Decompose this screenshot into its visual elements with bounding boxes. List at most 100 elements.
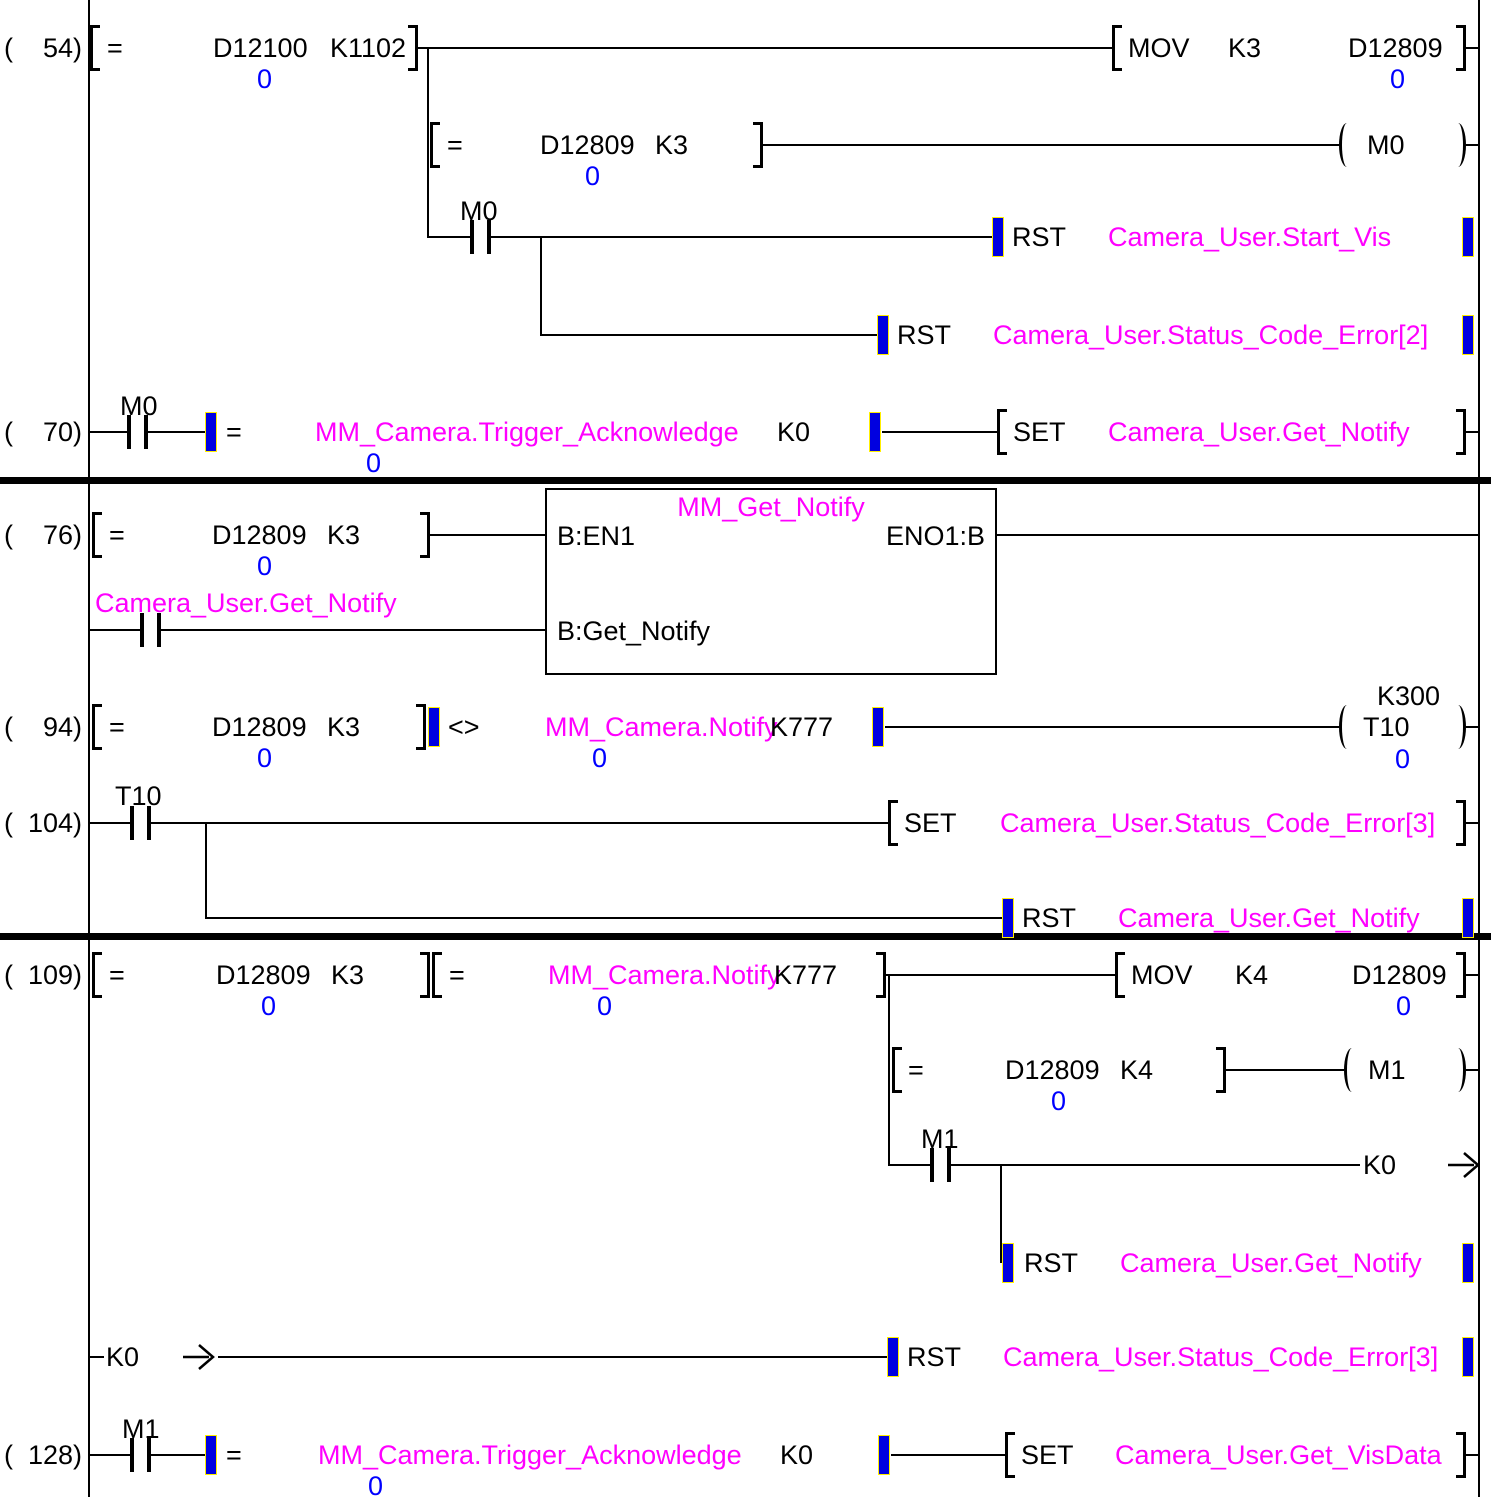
compare-op[interactable]: =: [226, 1440, 242, 1470]
mov-source[interactable]: K3: [1228, 33, 1262, 63]
compare-operand2[interactable]: K3: [327, 712, 361, 742]
contact-m1[interactable]: [930, 1148, 934, 1182]
rst-device[interactable]: Camera_User.Get_Notify: [1118, 903, 1420, 933]
rung-number-value: 76): [42, 520, 82, 550]
timer-preset: K300: [1377, 681, 1441, 711]
compare-operand1[interactable]: D12809: [216, 960, 311, 990]
compare-operand1[interactable]: D12809: [540, 130, 635, 160]
compare-device[interactable]: MM_Camera.Notify: [545, 712, 778, 742]
contact-m0[interactable]: [487, 220, 491, 254]
rst-op[interactable]: RST: [1012, 222, 1066, 252]
fb-output-eno[interactable]: ENO1:B: [885, 521, 985, 551]
mov-source[interactable]: K4: [1235, 960, 1269, 990]
compare-op[interactable]: =: [447, 130, 463, 160]
contact-get-notify[interactable]: [140, 613, 144, 647]
contact-m0[interactable]: [470, 220, 474, 254]
rst-device[interactable]: Camera_User.Status_Code_Error[2]: [993, 320, 1429, 350]
compare-operand2[interactable]: K3: [655, 130, 689, 160]
left-power-rail: [88, 940, 90, 1497]
rung-number-paren: (: [4, 712, 13, 742]
wire-h: [218, 1356, 887, 1358]
timer-coil-t10[interactable]: T10: [1363, 712, 1410, 742]
compare-operand1[interactable]: D12809: [212, 712, 307, 742]
coil-arc: [1450, 1048, 1466, 1092]
wire-h: [90, 629, 140, 631]
compare-op[interactable]: =: [109, 960, 125, 990]
rst-op[interactable]: RST: [897, 320, 951, 350]
wire-h: [951, 1164, 1360, 1166]
compare-op[interactable]: =: [226, 417, 242, 447]
energized-indicator: [878, 1435, 890, 1475]
monitor-value: 0: [1396, 991, 1412, 1021]
set-op[interactable]: SET: [1021, 1440, 1074, 1470]
coil-arc: [1450, 705, 1466, 749]
coil-m1[interactable]: M1: [1368, 1055, 1406, 1085]
pointer-arrow-icon[interactable]: [183, 1339, 217, 1382]
pointer-label[interactable]: K0: [106, 1342, 140, 1372]
compare-op[interactable]: =: [908, 1055, 924, 1085]
wire-h: [882, 431, 997, 433]
compare-operand1[interactable]: D12809: [212, 520, 307, 550]
wire-h: [1466, 822, 1478, 824]
compare-device[interactable]: MM_Camera.Notify: [548, 960, 781, 990]
contact-m1[interactable]: [947, 1148, 951, 1182]
compare-constant[interactable]: K0: [780, 1440, 814, 1470]
contact-label: Camera_User.Get_Notify: [95, 588, 397, 618]
compare-op[interactable]: =: [109, 712, 125, 742]
contact-t10[interactable]: [147, 806, 151, 840]
contact-m0[interactable]: [144, 415, 148, 449]
instruction-bracket: [92, 704, 102, 750]
set-device[interactable]: Camera_User.Status_Code_Error[3]: [1000, 808, 1436, 838]
wire-h: [1466, 47, 1478, 49]
mov-op[interactable]: MOV: [1128, 33, 1190, 63]
set-op[interactable]: SET: [904, 808, 957, 838]
mov-destination[interactable]: D12809: [1352, 960, 1447, 990]
set-op[interactable]: SET: [1013, 417, 1066, 447]
compare-operand2[interactable]: K4: [1120, 1055, 1154, 1085]
contact-m1[interactable]: [130, 1438, 134, 1472]
jump-pointer[interactable]: K0: [1363, 1150, 1397, 1180]
set-device[interactable]: Camera_User.Get_VisData: [1115, 1440, 1442, 1470]
instruction-bracket: [1112, 25, 1122, 71]
contact-t10[interactable]: [130, 806, 134, 840]
contact-m0[interactable]: [127, 415, 131, 449]
compare-operand2[interactable]: K3: [331, 960, 365, 990]
compare-operand2[interactable]: K1102: [330, 33, 407, 63]
function-block[interactable]: [545, 488, 997, 675]
compare-constant[interactable]: K0: [777, 417, 811, 447]
compare-op[interactable]: =: [449, 960, 465, 990]
instruction-bracket: [92, 952, 102, 998]
contact-get-notify[interactable]: [157, 613, 161, 647]
mov-op[interactable]: MOV: [1131, 960, 1193, 990]
rst-device[interactable]: Camera_User.Status_Code_Error[3]: [1003, 1342, 1439, 1372]
compare-constant[interactable]: K777: [770, 712, 834, 742]
rst-device[interactable]: Camera_User.Get_Notify: [1120, 1248, 1422, 1278]
compare-operand1[interactable]: D12809: [1005, 1055, 1100, 1085]
monitor-value: 0: [261, 991, 277, 1021]
fb-input-en[interactable]: B:EN1: [557, 521, 636, 551]
compare-device[interactable]: MM_Camera.Trigger_Acknowledge: [315, 417, 739, 447]
wire-h: [151, 1454, 205, 1456]
contact-m1[interactable]: [147, 1438, 151, 1472]
rst-op[interactable]: RST: [907, 1342, 961, 1372]
compare-op[interactable]: =: [107, 33, 123, 63]
compare-device[interactable]: MM_Camera.Trigger_Acknowledge: [318, 1440, 742, 1470]
rst-op[interactable]: RST: [1024, 1248, 1078, 1278]
wire-h: [889, 1164, 930, 1166]
rung-number-value: 128): [27, 1440, 82, 1470]
wire-h: [1466, 726, 1478, 728]
mov-destination[interactable]: D12809: [1348, 33, 1443, 63]
compare-op[interactable]: <>: [448, 712, 480, 742]
compare-op[interactable]: =: [109, 520, 125, 550]
fb-input-get-notify[interactable]: B:Get_Notify: [557, 616, 711, 646]
rung-number: ( 76): [4, 520, 82, 550]
energized-indicator: [205, 412, 217, 452]
rst-op[interactable]: RST: [1022, 903, 1076, 933]
set-device[interactable]: Camera_User.Get_Notify: [1108, 417, 1410, 447]
jump-arrow-icon[interactable]: [1448, 1147, 1482, 1190]
rst-device[interactable]: Camera_User.Start_Vis: [1108, 222, 1392, 252]
compare-operand2[interactable]: K3: [327, 520, 361, 550]
coil-m0[interactable]: M0: [1367, 130, 1405, 160]
compare-constant[interactable]: K777: [774, 960, 838, 990]
compare-operand1[interactable]: D12100: [213, 33, 308, 63]
